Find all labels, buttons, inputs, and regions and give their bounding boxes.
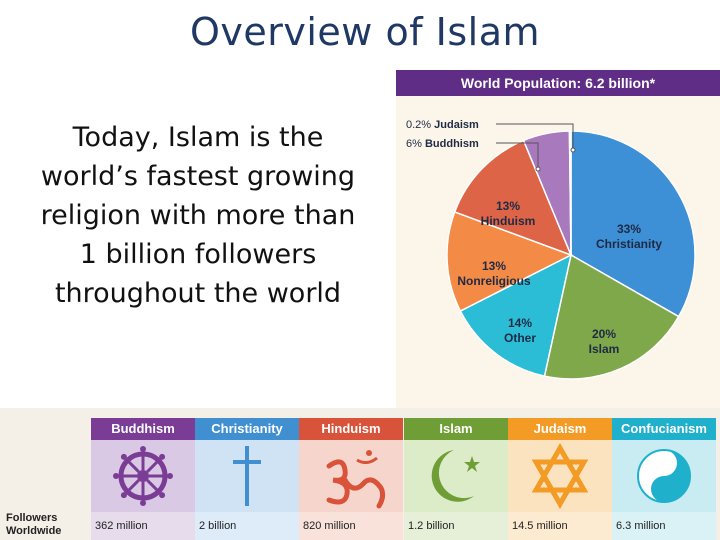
body-text: Today, Islam is the world’s fastest grow… [18, 118, 378, 313]
body-line: religion with more than [40, 200, 356, 231]
religion-symbol-area [195, 440, 299, 512]
followers-row-label: Followers Worldwide [6, 512, 86, 538]
pie-slice-judaism [568, 130, 572, 256]
religion-name: Islam [404, 418, 508, 440]
religion-column-confucianism: Confucianism 6.3 million [612, 418, 716, 540]
pie-chart: 33%Christianity20%Islam14%Other13%Nonrel… [406, 119, 696, 380]
body-line: Today, Islam is the [72, 122, 324, 153]
religion-symbol-area [91, 440, 195, 512]
chart-title: World Population: 6.2 billion* [396, 70, 720, 96]
slide-title: Overview of Islam [189, 10, 541, 54]
slice-percent-label: 14% [508, 316, 532, 330]
slice-percent-label: 13% [496, 199, 520, 213]
religion-column-buddhism: Buddhism 362 million [91, 418, 195, 540]
callout-dot-buddhism [535, 166, 541, 172]
callout-line-judaism [496, 123, 574, 150]
pie-slice-other [459, 253, 573, 378]
slice-percent-label: 33% [617, 222, 641, 236]
followers-count: 1.2 billion [404, 512, 508, 540]
body-line: world’s fastest growing [40, 161, 356, 192]
body-line: 1 billion followers [79, 239, 317, 270]
dharma-wheel-icon [113, 446, 173, 506]
callout-label-buddhism: 6% Buddhism [406, 138, 479, 150]
slice-name-label: Christianity [596, 237, 662, 251]
slice-name-label: Nonreligious [457, 274, 531, 288]
om-icon [326, 450, 386, 509]
yin-yang-icon [637, 449, 691, 503]
callout-line-buddhism [496, 142, 539, 169]
followers-count: 820 million [299, 512, 403, 540]
followers-count: 362 million [91, 512, 195, 540]
pie-chart-panel: 33% Christianity 20% Islam 14% Other 13% Nonrel… [396, 70, 720, 410]
star-of-david-icon [531, 442, 589, 510]
slice-percent-label: 20% [592, 327, 616, 341]
callout-label-judaism: 0.2% Judaism [406, 119, 479, 131]
religion-symbol-area [404, 440, 508, 512]
religion-name: Judaism [508, 418, 612, 440]
religion-name: Confucianism [612, 418, 716, 440]
body-line: throughout the world [54, 278, 342, 309]
slice-name-label: Islam [589, 342, 620, 356]
followers-label-line: Followers [6, 512, 58, 524]
slice-name-label: Hinduism [481, 214, 536, 228]
religion-name: Buddhism [91, 418, 195, 440]
religion-symbol-area [612, 440, 716, 512]
religion-name: Hinduism [299, 418, 403, 440]
followers-count: 6.3 million [612, 512, 716, 540]
slice-percent-label: 13% [482, 259, 506, 273]
pie-slice-christianity [570, 130, 696, 318]
followers-label-line: Worldwide [6, 525, 62, 537]
religion-column-islam: Islam 1.2 billion [404, 418, 508, 540]
religion-symbol-area [299, 440, 403, 512]
religion-name: Christianity [195, 418, 299, 440]
crescent-star-icon [431, 450, 480, 502]
pie-slice-islam [543, 253, 680, 380]
followers-count: 14.5 million [508, 512, 612, 540]
religion-column-judaism: Judaism 14.5 million [508, 418, 612, 540]
cross-icon [233, 446, 261, 506]
religion-column-hinduism: Hinduism 820 million [299, 418, 403, 540]
pie-slice-nonreligious [446, 210, 573, 313]
slice-name-label: Other [504, 331, 536, 345]
religion-symbol-area [508, 440, 612, 512]
callout-dot-judaism [570, 147, 576, 153]
religion-column-christianity: Christianity 2 billion [195, 418, 299, 540]
followers-count: 2 billion [195, 512, 299, 540]
